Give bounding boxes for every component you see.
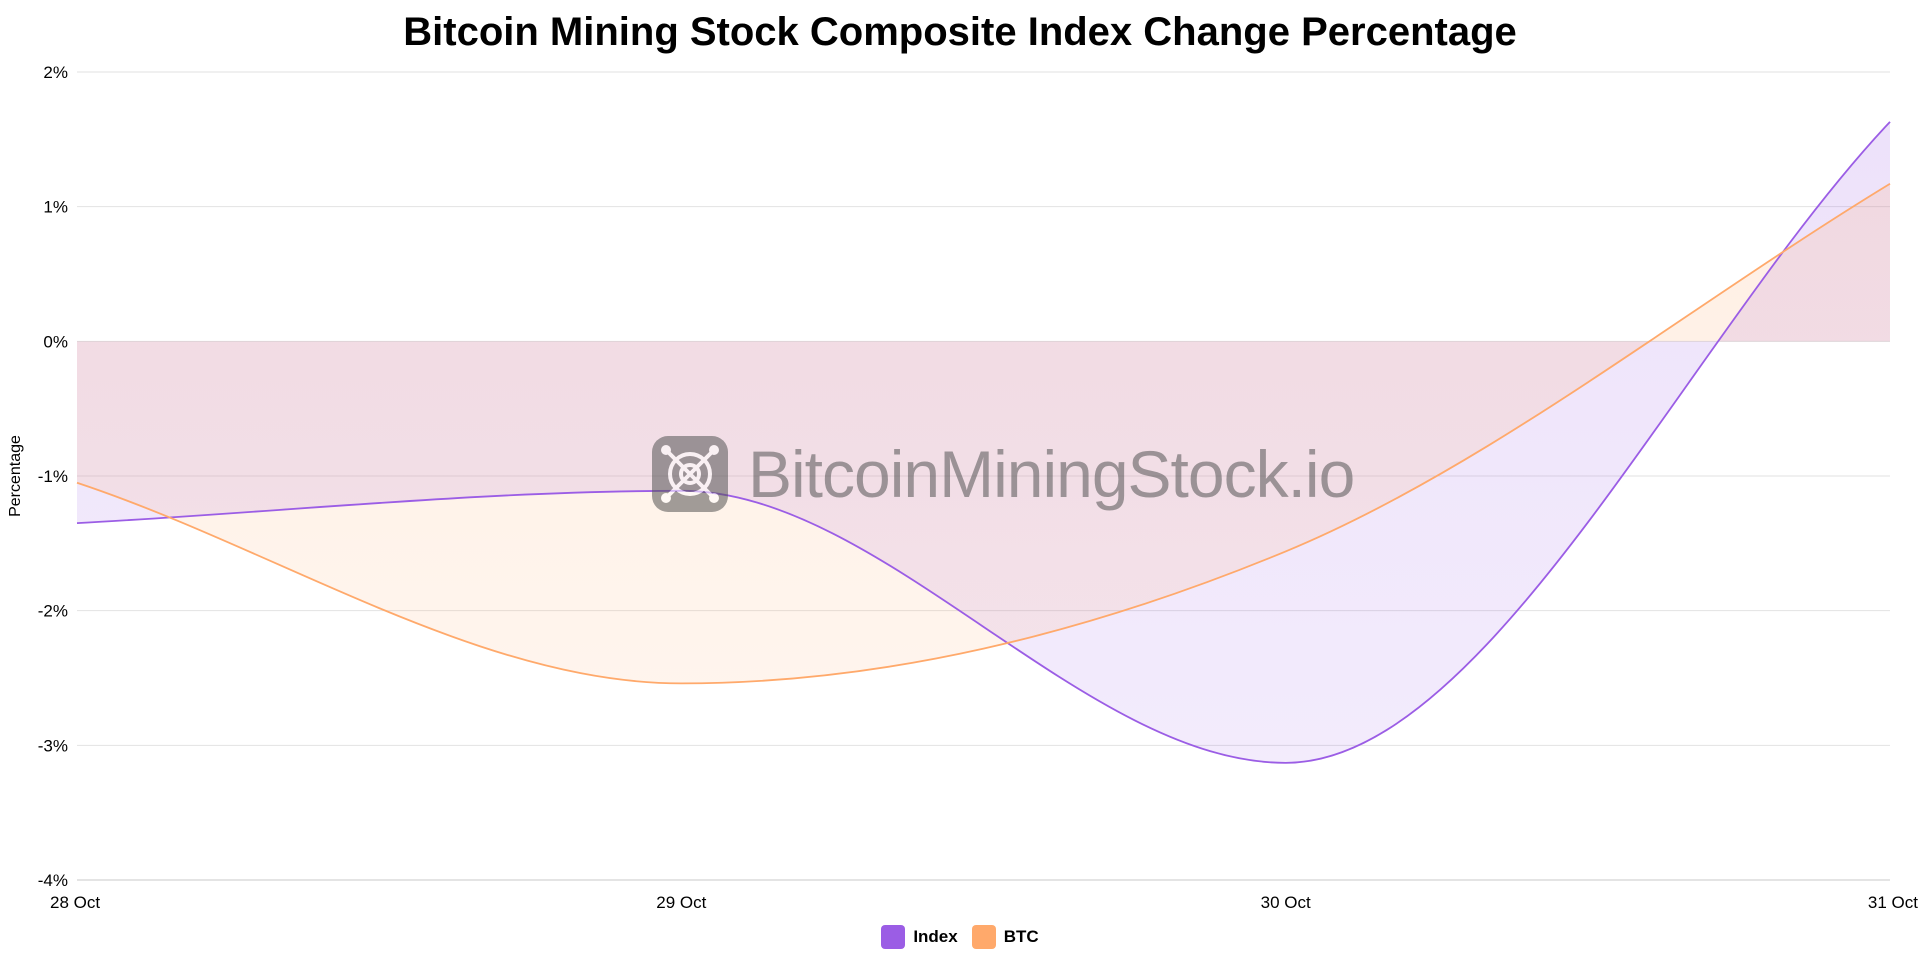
x-tick-label: 28 Oct — [50, 893, 100, 912]
legend-item-btc[interactable]: BTC — [971, 925, 1039, 949]
legend-label-btc: BTC — [1003, 927, 1039, 946]
y-axis-label: Percentage — [7, 435, 24, 517]
x-tick-label: 30 Oct — [1261, 893, 1311, 912]
watermark-logo-icon — [652, 436, 728, 512]
legend-swatch-index — [881, 925, 906, 949]
y-tick-label: -4% — [38, 871, 68, 890]
x-tick-label: 31 Oct — [1868, 893, 1918, 912]
y-tick-label: 0% — [43, 332, 68, 351]
y-tick-label: -3% — [38, 736, 68, 755]
area-btc — [77, 183, 1890, 684]
y-tick-label: -1% — [38, 467, 68, 486]
legend-swatch-btc — [971, 925, 996, 949]
watermark-text: BitcoinMiningStock.io — [748, 437, 1355, 511]
chart-title: Bitcoin Mining Stock Composite Index Cha… — [403, 10, 1517, 54]
y-tick-label: -2% — [38, 602, 68, 621]
y-tick-label: 1% — [43, 198, 68, 217]
legend-item-index[interactable]: Index — [881, 925, 958, 949]
legend: Index BTC — [0, 925, 1920, 949]
watermark: BitcoinMiningStock.io — [652, 436, 1355, 512]
legend-label-index: Index — [913, 927, 958, 946]
x-tick-label: 29 Oct — [656, 893, 706, 912]
y-tick-label: 2% — [43, 63, 68, 82]
line-index — [76, 121, 1891, 764]
line-btc — [76, 183, 1891, 685]
